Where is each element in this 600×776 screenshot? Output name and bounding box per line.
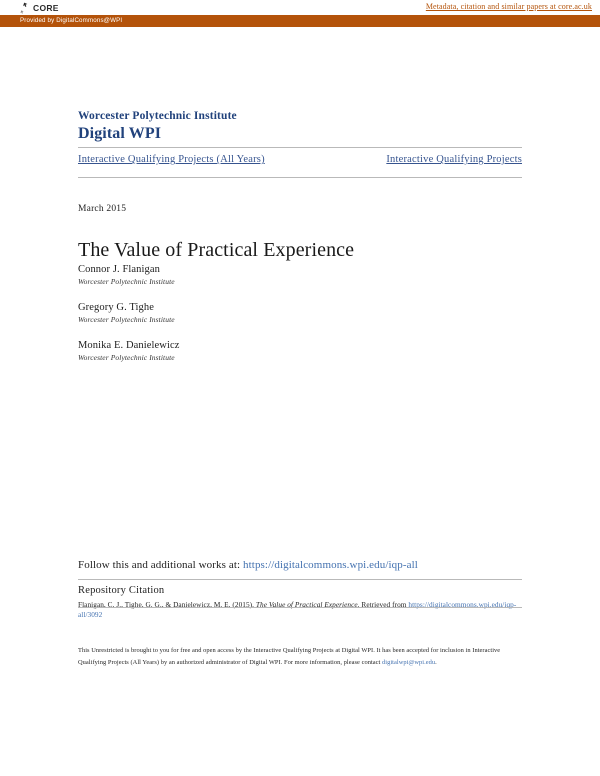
divider-below-citation xyxy=(78,607,522,608)
author-name: Monika E. Danielewicz xyxy=(78,340,180,351)
citation-retrieved: Retrieved from xyxy=(361,600,407,609)
author-affiliation: Worcester Polytechnic Institute xyxy=(78,353,175,362)
contact-email-link[interactable]: digitalwpi@wpi.edu xyxy=(382,658,436,666)
divider-below-follow xyxy=(78,579,522,580)
core-metadata-link[interactable]: Metadata, citation and similar papers at… xyxy=(425,2,592,11)
citation-title: The Value of Practical Experience. xyxy=(255,600,360,609)
document-page: Worcester Polytechnic Institute Digital … xyxy=(0,27,600,776)
author-name: Connor J. Flanigan xyxy=(78,264,161,275)
author-affiliation: Worcester Polytechnic Institute xyxy=(78,277,175,286)
breadcrumb-series-link[interactable]: Interactive Qualifying Projects xyxy=(386,154,522,165)
repository-citation-text: Flanigan, C. J., Tighe, G. G., & Daniele… xyxy=(78,600,522,619)
author-name: Gregory G. Tighe xyxy=(78,302,154,313)
follow-works-label: Follow this and additional works at: xyxy=(78,559,241,571)
author-entry: Gregory G. Tighe Worcester Polytechnic I… xyxy=(78,301,522,325)
legal-end-punct: . xyxy=(435,658,437,666)
breadcrumb-collection-link[interactable]: Interactive Qualifying Projects (All Yea… xyxy=(78,154,265,165)
breadcrumb: Interactive Qualifying Projects (All Yea… xyxy=(78,154,522,165)
author-list: Connor J. Flanigan Worcester Polytechnic… xyxy=(78,263,522,377)
divider-below-nav xyxy=(78,177,522,178)
page-title: The Value of Practical Experience xyxy=(78,239,355,262)
core-banner: CORE Metadata, citation and similar pape… xyxy=(0,0,600,15)
author-entry: Monika E. Danielewicz Worcester Polytech… xyxy=(78,339,522,363)
author-affiliation: Worcester Polytechnic Institute xyxy=(78,315,175,324)
core-logo-text: CORE xyxy=(33,2,59,13)
provided-by-text: Provided by DigitalCommons@WPI xyxy=(20,17,123,24)
follow-works-url[interactable]: https://digitalcommons.wpi.edu/iqp-all xyxy=(243,559,418,571)
publication-date: March 2015 xyxy=(78,204,127,214)
legal-line-1: This Unrestricted is brought to you for … xyxy=(78,647,471,654)
core-bird-icon xyxy=(20,2,28,14)
masthead: Worcester Polytechnic Institute Digital … xyxy=(78,109,522,143)
divider-above-nav xyxy=(78,147,522,148)
follow-works-line: Follow this and additional works at: htt… xyxy=(78,559,522,571)
repository-citation: Repository Citation Flanigan, C. J., Tig… xyxy=(78,585,522,619)
core-logo[interactable]: CORE xyxy=(20,1,59,14)
repository-citation-heading: Repository Citation xyxy=(78,585,165,596)
legal-line-2: Interactive Qualifying Projects (All Yea… xyxy=(78,647,501,666)
author-entry: Connor J. Flanigan Worcester Polytechnic… xyxy=(78,263,522,287)
legal-notice: This Unrestricted is brought to you for … xyxy=(78,645,516,668)
citation-url[interactable]: https://digitalcommons.wpi.edu/iqp-all/3… xyxy=(78,600,517,619)
masthead-repository: Digital WPI xyxy=(78,125,162,142)
masthead-institution: Worcester Polytechnic Institute xyxy=(78,110,237,122)
citation-authors: Flanigan, C. J., Tighe, G. G., & Daniele… xyxy=(78,600,255,609)
provided-by-bar: Provided by DigitalCommons@WPI xyxy=(0,15,600,27)
